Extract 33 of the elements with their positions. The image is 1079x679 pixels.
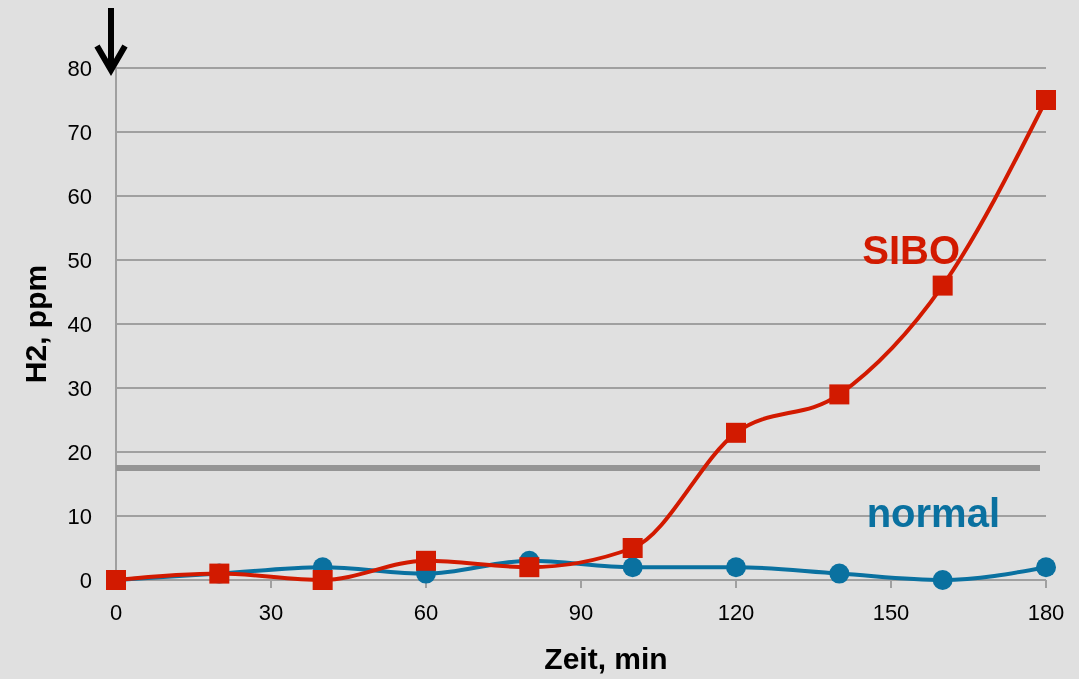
y-tick-label: 50 xyxy=(67,247,92,273)
y-tick-label: 30 xyxy=(67,375,92,401)
x-tick-label: 60 xyxy=(413,600,439,625)
point xyxy=(726,422,746,443)
y-tick-label: 40 xyxy=(67,311,92,337)
point xyxy=(622,538,643,558)
x-axis-title: Zeit, min xyxy=(544,642,668,675)
y-tick-label: 70 xyxy=(67,119,92,145)
x-tick-label: 90 xyxy=(568,600,594,625)
y-tick-label: 80 xyxy=(67,55,92,81)
y-tick-label: 0 xyxy=(79,567,92,593)
x-tick-label: 180 xyxy=(1027,600,1065,625)
point xyxy=(932,570,953,590)
point xyxy=(312,570,333,590)
x-tick-label: 0 xyxy=(109,600,123,625)
y-tick-label: 60 xyxy=(67,183,92,209)
y-axis-title: H2, ppm xyxy=(19,264,52,384)
series-label: normal xyxy=(866,491,1000,535)
x-tick-label: 120 xyxy=(717,600,755,625)
point xyxy=(932,275,953,296)
y-tick-label: 10 xyxy=(67,503,92,529)
point xyxy=(1036,557,1056,578)
point xyxy=(519,557,540,578)
series-label: SIBO xyxy=(862,228,960,272)
point xyxy=(726,557,746,578)
point xyxy=(416,550,436,571)
point xyxy=(829,384,850,405)
x-tick-label: 150 xyxy=(872,600,910,625)
point xyxy=(1036,90,1056,110)
y-tick-label: 20 xyxy=(67,439,92,465)
point xyxy=(622,557,643,578)
point xyxy=(829,563,850,584)
x-tick-label: 30 xyxy=(258,600,284,625)
